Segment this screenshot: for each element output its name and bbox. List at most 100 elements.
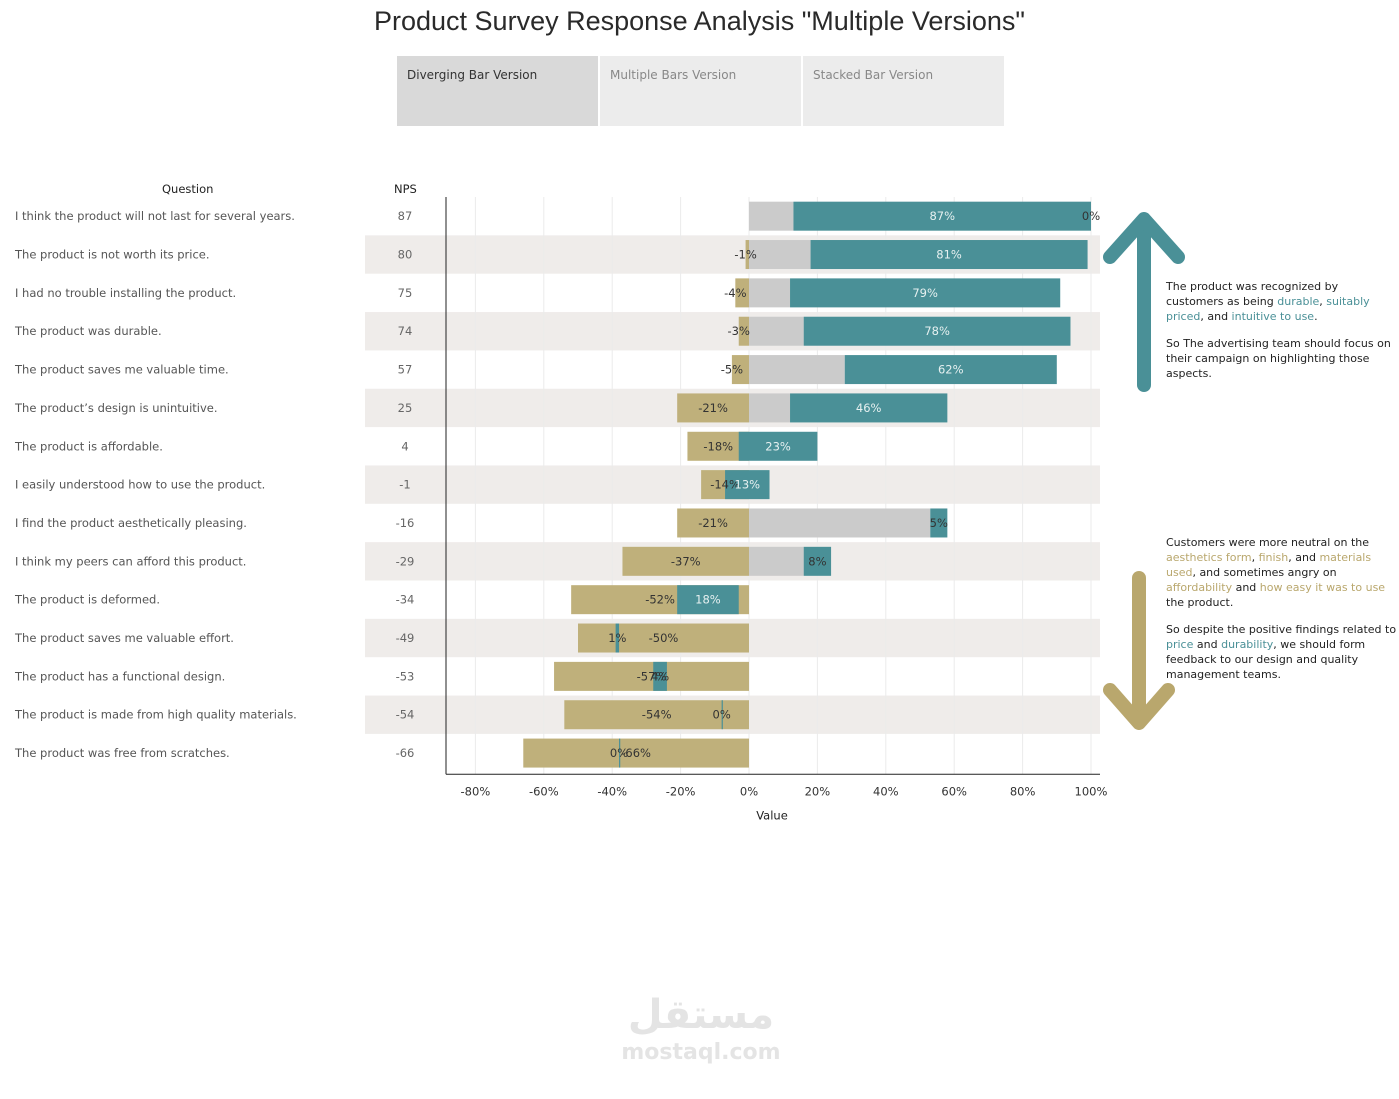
note-text: and bbox=[1232, 581, 1260, 594]
nps-value: -54 bbox=[396, 708, 415, 722]
bar-negative bbox=[745, 240, 749, 270]
x-tick-label: 40% bbox=[873, 784, 899, 798]
page-title: Product Survey Response Analysis "Multip… bbox=[374, 6, 1025, 36]
insight-negative-note: Customers were more neutral on the aesth… bbox=[1166, 535, 1399, 694]
nps-value: 4 bbox=[401, 439, 408, 453]
bar-negative bbox=[738, 316, 749, 346]
highlight-price: price bbox=[1166, 638, 1194, 651]
question-label: The product’s design is unintuitive. bbox=[14, 401, 218, 415]
nps-value: 87 bbox=[398, 209, 413, 223]
bar-negative-label: -37% bbox=[671, 554, 701, 568]
arrow-down-icon bbox=[1103, 571, 1175, 730]
question-label: The product is deformed. bbox=[14, 593, 160, 607]
bar-neutral bbox=[749, 316, 804, 346]
bar-positive-label: 87% bbox=[929, 209, 955, 223]
bar-positive bbox=[725, 470, 770, 500]
bar-positive-label: 0% bbox=[610, 746, 628, 760]
bar-positive-label: 13% bbox=[735, 478, 761, 492]
bar-positive bbox=[790, 278, 1061, 308]
insight-positive-text: The product was recognized by customers … bbox=[1166, 279, 1399, 324]
question-label: The product was durable. bbox=[14, 324, 162, 338]
bar-negative-label: -66% bbox=[621, 746, 651, 760]
note-text: The product was recognized by customers … bbox=[1166, 280, 1339, 308]
bar-negative bbox=[677, 508, 749, 538]
bar-negative bbox=[731, 355, 749, 385]
watermark-logo: مستقل mostaql.com bbox=[606, 990, 796, 1066]
x-tick-label: -80% bbox=[461, 784, 491, 798]
x-tick-label: 80% bbox=[1010, 784, 1036, 798]
bar-negative-label: -3% bbox=[728, 324, 750, 338]
question-label: I had no trouble installing the product. bbox=[15, 286, 236, 300]
bar-negative-label: -14% bbox=[710, 478, 740, 492]
note-text: , and bbox=[1200, 310, 1232, 323]
question-label: The product is made from high quality ma… bbox=[14, 708, 297, 722]
bar-positive-label: 0% bbox=[713, 708, 731, 722]
question-label: I think the product will not last for se… bbox=[15, 209, 295, 223]
highlight-ease-of-use: how easy it was to use bbox=[1259, 581, 1386, 594]
bar-negative-label: -21% bbox=[698, 401, 728, 415]
note-text: . bbox=[1314, 310, 1318, 323]
question-label: I think my peers can afford this product… bbox=[15, 554, 246, 568]
question-label: The product is not worth its price. bbox=[14, 248, 210, 262]
bar-positive-label: 4% bbox=[651, 669, 669, 683]
bar-positive bbox=[738, 431, 818, 461]
note-text: and bbox=[1193, 638, 1222, 651]
watermark-latin: mostaql.com bbox=[621, 1040, 781, 1065]
question-column-header: Question bbox=[162, 182, 214, 196]
bar-positive bbox=[793, 201, 1091, 231]
highlight-durability: durability bbox=[1221, 638, 1274, 651]
bar-positive bbox=[810, 240, 1088, 270]
insight-negative-text: Customers were more neutral on the aesth… bbox=[1166, 535, 1399, 610]
bar-positive bbox=[790, 393, 948, 423]
insight-negative-recommendation: So despite the positive findings related… bbox=[1166, 622, 1399, 682]
highlight-aesthetics: aesthetics form bbox=[1166, 551, 1252, 564]
nps-value: -1 bbox=[399, 478, 410, 492]
bar-positive bbox=[803, 546, 832, 576]
bar-positive-label: 5% bbox=[930, 516, 948, 530]
question-label: The product saves me valuable time. bbox=[14, 363, 229, 377]
bar-positive-label: 78% bbox=[924, 324, 950, 338]
bar-neutral bbox=[749, 240, 811, 270]
highlight-suitably-priced: suitably priced bbox=[1166, 295, 1370, 323]
bar-positive-label: 18% bbox=[695, 593, 721, 607]
bar-neutral bbox=[749, 546, 804, 576]
bar-positive-label: 8% bbox=[808, 554, 826, 568]
watermark-arabic: مستقل bbox=[627, 992, 775, 1038]
bar-end-label: 0% bbox=[1082, 209, 1100, 223]
nps-value: 80 bbox=[398, 248, 413, 262]
tab-multiple-bars[interactable]: Multiple Bars Version bbox=[600, 56, 801, 126]
bar-negative bbox=[622, 546, 749, 576]
x-tick-label: 20% bbox=[805, 784, 831, 798]
question-label: The product was free from scratches. bbox=[14, 746, 230, 760]
bar-negative-label: -1% bbox=[734, 248, 756, 262]
highlight-materials: materials used bbox=[1166, 551, 1372, 579]
bar-positive bbox=[677, 585, 739, 615]
bar-neutral bbox=[749, 508, 931, 538]
x-tick-label: 0% bbox=[740, 784, 758, 798]
bar-negative-label: -4% bbox=[724, 286, 746, 300]
insight-positive-note: The product was recognized by customers … bbox=[1166, 279, 1399, 393]
arrow-up-icon bbox=[1103, 212, 1185, 392]
bar-negative bbox=[564, 700, 749, 730]
bar-negative bbox=[735, 278, 749, 308]
nps-value: 74 bbox=[398, 324, 413, 338]
note-text: Customers were more neutral on the bbox=[1166, 536, 1370, 549]
nps-value: 25 bbox=[398, 401, 413, 415]
x-tick-label: -60% bbox=[529, 784, 559, 798]
highlight-intuitive: intuitive to use bbox=[1231, 310, 1315, 323]
tab-stacked-bar[interactable]: Stacked Bar Version bbox=[803, 56, 1004, 126]
highlight-finish: finish bbox=[1258, 551, 1289, 564]
bar-positive-label: 23% bbox=[765, 439, 791, 453]
x-tick-label: 60% bbox=[941, 784, 967, 798]
bar-negative-label: -54% bbox=[642, 708, 672, 722]
nps-value: -29 bbox=[396, 554, 415, 568]
bar-positive bbox=[653, 661, 667, 691]
bar-positive bbox=[615, 623, 620, 653]
bar-positive-label: 81% bbox=[936, 248, 962, 262]
tab-diverging-bar[interactable]: Diverging Bar Version bbox=[397, 56, 598, 126]
bar-negative bbox=[677, 393, 749, 423]
note-text: , and bbox=[1288, 551, 1320, 564]
note-text: , bbox=[1251, 551, 1259, 564]
nps-value: -49 bbox=[396, 631, 415, 645]
